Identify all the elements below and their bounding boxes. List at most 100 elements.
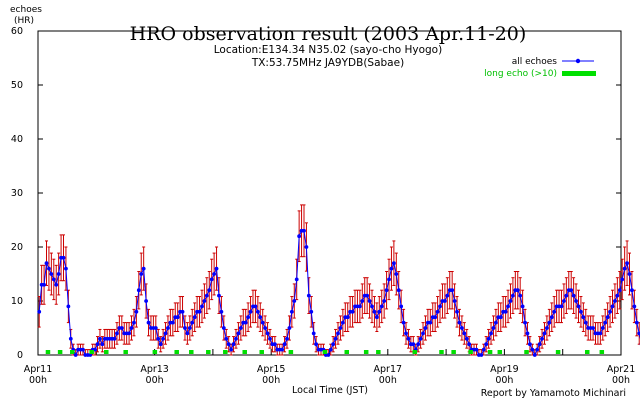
data-point [285, 336, 289, 341]
data-point [183, 326, 187, 330]
data-point [268, 336, 272, 341]
data-point [253, 304, 258, 309]
data-point [637, 331, 640, 336]
long-echo-marker [123, 350, 128, 354]
data-point [515, 288, 520, 293]
data-point [535, 347, 540, 352]
data-point [574, 299, 578, 303]
data-point [248, 309, 253, 314]
data-point [622, 266, 627, 271]
x-axis: Apr1100hApr1300hApr1500hApr1700hApr1900h… [24, 349, 635, 386]
data-point [311, 331, 316, 336]
data-point [372, 309, 377, 314]
data-point [481, 347, 486, 352]
data-point [292, 299, 297, 303]
data-point [287, 326, 292, 330]
long-echo-marker [45, 350, 51, 354]
data-point [467, 342, 472, 347]
data-point [484, 342, 489, 347]
y-tick-label-60: 60 [11, 26, 23, 37]
legend: all echoes long echo (>10) [484, 57, 596, 79]
data-point [141, 266, 146, 271]
data-point [73, 353, 78, 357]
legend-label-long-echo: long echo (>10) [484, 69, 557, 79]
data-point [37, 309, 42, 314]
data-point [627, 272, 632, 276]
data-point [207, 288, 212, 293]
data-point [98, 336, 102, 341]
chart-subtitle-tx: TX:53.75MHz JA9YDB(Sabae) [251, 57, 404, 69]
data-point [246, 315, 251, 320]
long-echo-marker [104, 350, 109, 354]
data-point [617, 288, 622, 293]
data-point [549, 315, 554, 320]
data-point [56, 272, 61, 276]
data-point [280, 347, 285, 352]
data-point [238, 326, 243, 330]
data-point [384, 288, 389, 293]
data-point [569, 288, 574, 293]
data-point [333, 336, 338, 341]
data-point [328, 347, 333, 352]
data-point [95, 342, 100, 347]
long-echo-marker [259, 350, 264, 354]
data-point [445, 293, 450, 298]
chart-subtitle-location: Location:E134.34 N35.02 (sayo-cho Hyogo) [214, 44, 442, 56]
data-point [132, 320, 136, 325]
data-point [605, 315, 610, 320]
data-point [146, 320, 151, 325]
data-point [435, 309, 440, 314]
data-point [396, 288, 401, 293]
data-point [610, 304, 615, 309]
data-point [66, 304, 71, 309]
data-point [234, 336, 238, 341]
data-point [197, 309, 202, 314]
data-point [511, 293, 515, 298]
data-point [345, 315, 350, 320]
data-point [474, 347, 479, 352]
data-point [540, 336, 544, 341]
long-echo-marker [439, 350, 444, 354]
data-point [401, 320, 406, 325]
legend-label-all-echoes: all echoes [512, 57, 558, 67]
data-point [158, 342, 163, 347]
data-point [180, 309, 185, 314]
data-point [459, 326, 464, 330]
data-point [411, 342, 416, 347]
data-point [421, 331, 425, 336]
data-point [598, 331, 603, 336]
data-point [374, 315, 379, 320]
data-point [156, 336, 161, 341]
data-point [306, 293, 311, 298]
data-point [520, 304, 525, 309]
x-tick-label-time-240: 00h [612, 375, 630, 386]
data-point [100, 342, 105, 347]
data-point [404, 331, 408, 336]
data-point [506, 304, 510, 309]
data-point [144, 299, 148, 303]
y-tick-label-40: 40 [11, 134, 23, 145]
data-point [418, 336, 423, 341]
data-point [632, 304, 637, 309]
data-point [224, 336, 229, 341]
chart-title: HRO observation result (2003 Apr.11-20) [130, 23, 527, 45]
data-point [258, 315, 263, 320]
data-point [44, 261, 49, 266]
data-point [416, 342, 421, 347]
long-echo-marker [451, 350, 456, 354]
data-point [161, 336, 166, 341]
data-point [542, 331, 547, 336]
long-echo-marker [70, 350, 75, 354]
data-point [49, 272, 54, 276]
data-point [175, 315, 180, 320]
long-echo-marker [344, 350, 350, 354]
long-echo-marker [89, 350, 94, 354]
data-point [625, 261, 629, 266]
data-point [357, 304, 362, 309]
long-echo-marker [223, 350, 228, 354]
data-point [489, 331, 493, 336]
data-point [508, 299, 513, 303]
data-point [255, 309, 260, 314]
data-point [190, 320, 195, 325]
data-point [185, 331, 190, 336]
